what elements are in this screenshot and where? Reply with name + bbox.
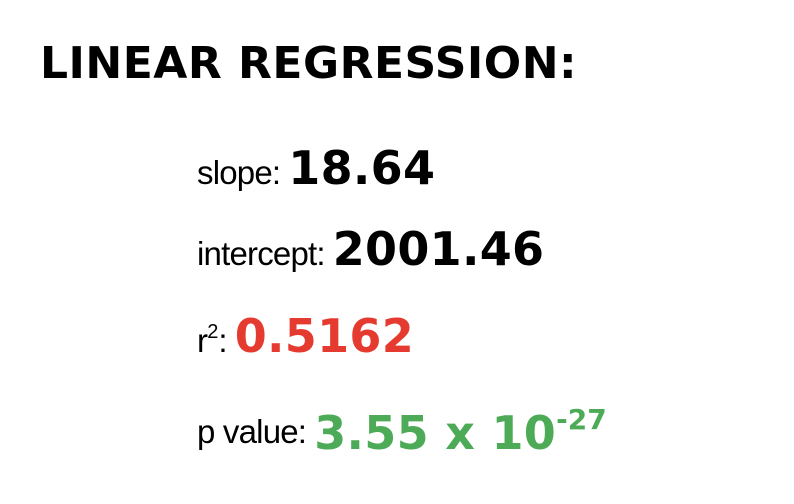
p-value-exponent: -27	[556, 403, 607, 436]
p-value-label: p value:	[197, 413, 307, 450]
r-squared-label-base: r	[197, 322, 208, 359]
p-value-row: p value: 3.55 x 10-27	[197, 400, 607, 457]
slope-label: slope:	[197, 154, 281, 191]
intercept-value: 2001.46	[332, 222, 545, 276]
intercept-row: intercept: 2001.46	[197, 226, 544, 272]
p-value-mantissa: 3.55 x 10	[314, 406, 557, 460]
page-title: LINEAR REGRESSION:	[40, 38, 578, 89]
slope-value: 18.64	[288, 141, 436, 195]
r-squared-value: 0.5162	[234, 309, 415, 363]
p-value-value: 3.55 x 10-27	[314, 406, 607, 460]
r-squared-label: r2:	[197, 321, 228, 359]
r-squared-label-superscript: 2	[207, 321, 219, 343]
slope-row: slope: 18.64	[197, 145, 435, 191]
r-squared-label-suffix: :	[218, 322, 227, 359]
intercept-label: intercept:	[197, 235, 326, 272]
r-squared-row: r2: 0.5162	[197, 313, 414, 359]
